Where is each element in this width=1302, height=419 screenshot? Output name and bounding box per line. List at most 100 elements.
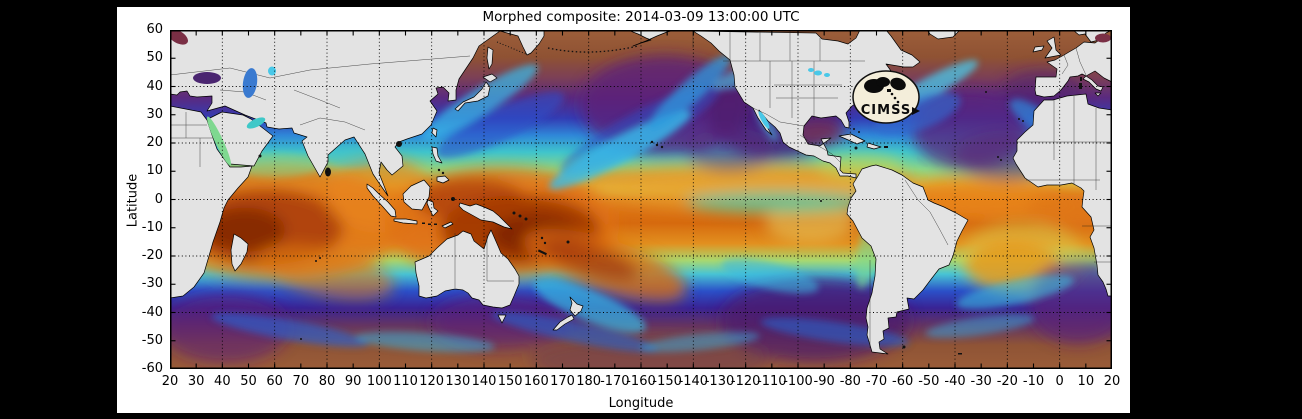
- y-tick-label: -10: [141, 219, 163, 235]
- plot-title: Morphed composite: 2014-03-09 13:00:00 U…: [482, 9, 800, 25]
- gulf-of-california: [758, 111, 770, 129]
- island-borneo: [402, 179, 431, 211]
- cimss-logo-graphic: [852, 70, 920, 124]
- island-timor: [441, 221, 454, 229]
- x-tick-label: -80: [839, 374, 861, 389]
- landmass-eurasia: [170, 30, 545, 197]
- x-tick-label: 170: [550, 374, 575, 389]
- x-tick-label: 70: [292, 374, 310, 389]
- x-tick-label: 150: [497, 374, 523, 389]
- island-honshu: [454, 81, 491, 112]
- y-tick-label: 20: [146, 135, 163, 150]
- x-tick-label: -140: [678, 374, 709, 389]
- x-tick-label: -20: [996, 374, 1018, 389]
- caspian-sea: [242, 68, 258, 98]
- peninsula-italy: [1082, 75, 1104, 92]
- landmass-africa-right: [1012, 93, 1112, 297]
- persian-gulf: [246, 117, 266, 129]
- island-sicily: [1094, 92, 1102, 97]
- figure: Morphed composite: 2014-03-09 13:00:00 U…: [117, 7, 1130, 413]
- x-tick-label: 20: [1103, 374, 1121, 389]
- x-tick-label: -30: [970, 374, 992, 389]
- y-tick-label: -50: [141, 332, 163, 348]
- island-mindanao: [436, 175, 450, 184]
- y-tick-label: 60: [146, 22, 163, 37]
- y-axis-label: Latitude: [125, 173, 141, 228]
- x-tick-label: -40: [944, 374, 966, 389]
- aleutian-islands: [547, 45, 639, 53]
- x-tick-label: 0: [1055, 374, 1064, 389]
- y-tick-label: 50: [146, 50, 163, 66]
- island-nz-north: [569, 296, 584, 317]
- x-tick-label: 180: [576, 374, 602, 389]
- x-tick-label: 10: [1077, 374, 1095, 389]
- x-tick-label: 90: [344, 374, 362, 389]
- map-canvas: [170, 30, 1112, 369]
- island-hispaniola: [866, 142, 882, 150]
- x-tick-label: 100: [366, 374, 392, 389]
- x-tick-label: -170: [600, 374, 630, 389]
- x-tick-label: -130: [704, 374, 735, 389]
- x-tick-label: 50: [240, 374, 257, 389]
- island-great-britain: [1044, 36, 1062, 59]
- island-new-guinea: [458, 202, 513, 230]
- black-sea: [193, 72, 221, 84]
- x-tick-label: -50: [918, 374, 940, 389]
- landmass-australia: [414, 229, 520, 309]
- x-axis-label: Longitude: [608, 396, 674, 411]
- island-taiwan: [431, 127, 438, 138]
- x-tick-label: 80: [318, 374, 336, 389]
- island-java: [393, 218, 418, 225]
- landmass-south-america: [846, 164, 969, 355]
- x-tick-label: 20: [161, 374, 179, 389]
- x-tick-label: 30: [187, 374, 205, 389]
- cimss-logo-text: CIMSS: [860, 103, 912, 118]
- x-tick-label: 40: [214, 374, 231, 389]
- y-tick-label: -30: [141, 276, 163, 292]
- y-tick-label: 30: [146, 106, 163, 122]
- great-lakes: [808, 68, 814, 72]
- great-lakes: [814, 70, 822, 76]
- plot-border: [170, 30, 1112, 369]
- x-tick-label: 120: [419, 374, 445, 389]
- y-tick-label: 0: [154, 191, 163, 207]
- plot-area: CIMSS: [170, 30, 1112, 369]
- x-tick-label: -100: [783, 374, 813, 389]
- island-luzon: [431, 146, 443, 164]
- x-tick-label: 140: [471, 374, 497, 389]
- x-tick-label: -120: [730, 374, 761, 389]
- island-sumatra: [366, 183, 397, 218]
- island-cuba: [838, 133, 866, 145]
- logo-arrow: [912, 107, 920, 115]
- cimss-logo: CIMSS: [850, 70, 924, 127]
- y-tick-label: -40: [141, 304, 163, 320]
- x-tick-label: -10: [1022, 374, 1045, 389]
- x-tick-label: -70: [865, 374, 888, 389]
- island-sulawesi: [426, 199, 439, 217]
- x-tick-label: 110: [393, 374, 418, 389]
- y-tick-label: 10: [146, 163, 163, 179]
- y-tick-label: -20: [141, 248, 163, 263]
- island-hokkaido: [482, 73, 498, 83]
- axis-tick-marks: [170, 30, 1112, 369]
- aral-sea: [268, 66, 276, 76]
- baltic-sea-right: [1095, 33, 1111, 43]
- x-tick-label: -90: [813, 374, 835, 389]
- land-layer: [170, 30, 1112, 355]
- y-tick-label: 40: [146, 78, 163, 94]
- great-lakes: [824, 73, 830, 77]
- island-tasmania: [497, 314, 507, 324]
- x-tick-label: 60: [266, 374, 283, 389]
- x-tick-label: -150: [652, 374, 682, 389]
- x-tick-label: -60: [892, 374, 914, 389]
- small-islands: [258, 41, 1082, 355]
- x-tick-label: -110: [757, 374, 787, 389]
- island-nz-south: [552, 314, 575, 331]
- island-sakhalin: [486, 46, 494, 70]
- landmass-north-america: [627, 30, 921, 179]
- country-border-lines: [170, 30, 1112, 348]
- grid-layer: [171, 31, 1111, 368]
- inland-seas-and-lakes: [170, 30, 1111, 166]
- baltic-sea-left: [170, 30, 188, 45]
